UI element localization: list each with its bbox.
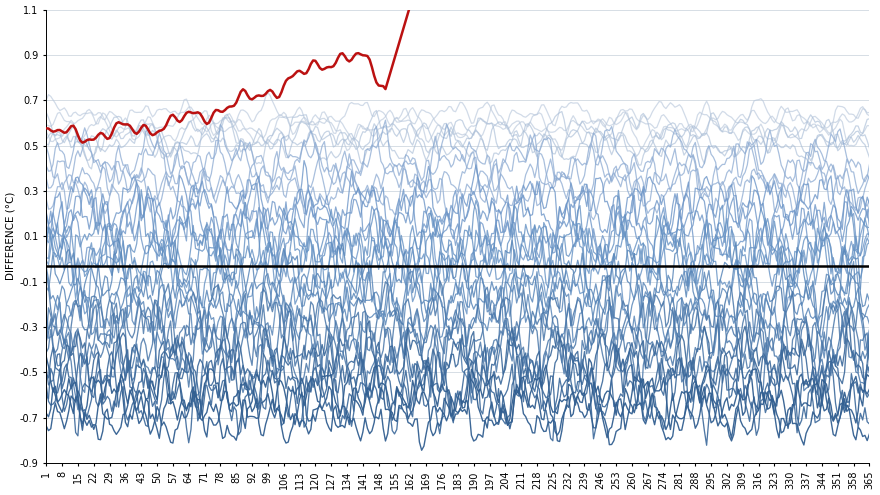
- Y-axis label: DIFFERENCE (°C): DIFFERENCE (°C): [5, 192, 16, 281]
